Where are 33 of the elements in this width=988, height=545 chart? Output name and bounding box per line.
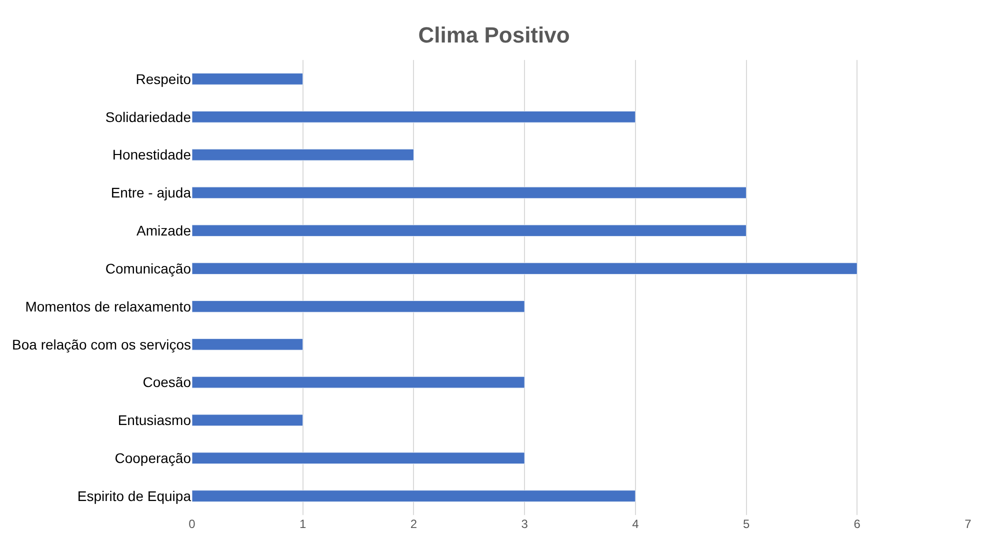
y-tick-label: Entre - ajuda xyxy=(110,184,192,201)
y-tick-label: Honestidade xyxy=(112,146,192,163)
y-tick-label: Momentos de relaxamento xyxy=(25,298,192,314)
x-tick-label: 0 xyxy=(188,517,196,531)
bar xyxy=(192,300,525,312)
x-tick-label: 6 xyxy=(854,517,861,531)
y-tick-label: Amizade xyxy=(136,222,192,239)
x-tick-label: 3 xyxy=(521,517,528,531)
y-tick-label: Espirito de Equipa xyxy=(77,488,192,504)
bar xyxy=(192,186,747,199)
y-tick-label: Cooperação xyxy=(114,450,192,466)
x-tick-label: 2 xyxy=(410,517,418,531)
y-tick-label: Solidariedade xyxy=(105,108,192,125)
x-tick-label: 7 xyxy=(964,517,972,531)
bar xyxy=(192,110,636,123)
y-tick-label: Boa relação com os serviços xyxy=(12,336,191,352)
x-tick-label: 4 xyxy=(632,517,640,531)
y-tick-label: Entusiasmo xyxy=(118,412,192,428)
bar xyxy=(192,452,525,464)
bar xyxy=(192,73,304,85)
bar xyxy=(192,490,636,502)
y-tick-label: Respeito xyxy=(136,70,192,87)
bar xyxy=(192,414,304,426)
y-tick-label: Comunicação xyxy=(105,260,192,276)
x-tick-label: 5 xyxy=(742,517,750,531)
bar xyxy=(192,148,414,161)
bar xyxy=(192,262,858,274)
chart-title: Clima Positivo xyxy=(418,22,570,48)
bar xyxy=(192,338,304,350)
bar xyxy=(192,224,747,237)
y-tick-label: Coesão xyxy=(142,374,192,390)
x-tick-label: 1 xyxy=(300,517,307,531)
bar xyxy=(192,376,525,388)
